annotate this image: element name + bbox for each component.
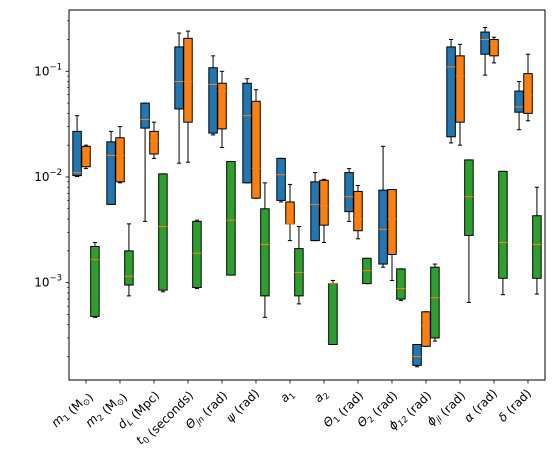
box-iqr: [514, 90, 524, 113]
box-iqr: [174, 46, 184, 110]
box-iqr: [242, 82, 252, 184]
box-series-1-cat-8: [310, 172, 320, 242]
box-series-3-cat-5: [226, 161, 236, 276]
box-iqr: [498, 170, 508, 279]
y-tick-label: 10−2: [34, 168, 62, 184]
box-series-3-cat-1: [90, 241, 100, 318]
box-series-2-cat-10: [387, 189, 397, 281]
box-iqr: [489, 38, 499, 57]
box-iqr: [387, 189, 397, 255]
box-iqr: [90, 245, 100, 317]
box-iqr: [430, 266, 440, 339]
axes-frame: [68, 9, 546, 381]
box-series-2-cat-4: [183, 30, 193, 163]
box-series-3-cat-14: [532, 186, 542, 295]
box-series-1-cat-11: [412, 344, 422, 368]
box-iqr: [285, 201, 295, 225]
box-series-2-cat-6: [251, 89, 261, 199]
box-series-1-cat-14: [514, 81, 524, 131]
box-series-1-cat-3: [140, 102, 150, 222]
box-iqr: [106, 141, 116, 205]
box-iqr: [523, 73, 533, 114]
box-series-2-cat-7: [285, 183, 295, 242]
box-series-2-cat-13: [489, 36, 499, 64]
box-iqr: [532, 215, 542, 279]
box-series-3-cat-6: [260, 182, 270, 318]
box-iqr: [226, 161, 236, 276]
box-iqr: [421, 311, 431, 347]
box-series-2-cat-1: [81, 144, 91, 170]
box-series-1-cat-2: [106, 130, 116, 205]
box-series-1-cat-5: [208, 55, 218, 136]
box-series-1-cat-12: [446, 38, 456, 144]
box-series-2-cat-2: [115, 126, 125, 184]
box-series-1-cat-4: [174, 32, 184, 164]
box-iqr: [208, 67, 218, 134]
box-series-3-cat-3: [158, 173, 168, 293]
box-iqr: [158, 173, 168, 291]
box-iqr: [455, 55, 465, 123]
y-tick-label: 10−3: [34, 274, 62, 290]
box-iqr: [72, 130, 82, 177]
box-series-2-cat-11: [421, 311, 431, 347]
box-iqr: [183, 37, 193, 123]
box-iqr: [140, 102, 150, 129]
box-iqr: [276, 157, 286, 201]
box-series-2-cat-12: [455, 43, 465, 146]
box-series-2-cat-3: [149, 121, 159, 159]
box-iqr: [251, 100, 261, 199]
box-series-3-cat-8: [328, 279, 338, 346]
box-iqr: [344, 172, 354, 213]
box-iqr: [353, 190, 363, 232]
box-series-2-cat-8: [319, 178, 329, 243]
box-series-3-cat-11: [430, 263, 440, 342]
box-iqr: [328, 283, 338, 346]
box-iqr: [81, 145, 91, 168]
box-iqr: [464, 159, 474, 236]
box-series-3-cat-13: [498, 170, 508, 296]
box-iqr: [480, 31, 490, 55]
plot-area: [72, 26, 542, 368]
box-iqr: [446, 46, 456, 138]
box-series-1-cat-7: [276, 157, 286, 203]
box-series-2-cat-5: [217, 70, 227, 149]
y-axis: 10−3 10−2 10−1: [34, 20, 69, 357]
box-iqr: [378, 189, 388, 265]
box-iqr: [115, 137, 125, 183]
box-iqr: [149, 130, 159, 155]
box-iqr: [192, 220, 202, 289]
box-iqr: [217, 82, 227, 130]
box-iqr: [310, 181, 320, 242]
box-iqr: [319, 179, 329, 226]
box-series-3-cat-2: [124, 223, 134, 297]
box-iqr: [124, 250, 134, 286]
box-iqr: [260, 208, 270, 297]
box-series-3-cat-10: [396, 268, 406, 301]
box-series-3-cat-4: [192, 219, 202, 290]
box-iqr: [412, 344, 422, 366]
y-tick-label: 10−1: [34, 62, 62, 78]
box-series-2-cat-9: [353, 185, 363, 240]
box-series-1-cat-6: [242, 78, 252, 184]
box-series-3-cat-9: [362, 257, 372, 285]
box-series-3-cat-12: [464, 159, 474, 303]
box-iqr: [396, 268, 406, 300]
box-series-3-cat-7: [294, 225, 304, 305]
box-series-2-cat-14: [523, 53, 533, 122]
